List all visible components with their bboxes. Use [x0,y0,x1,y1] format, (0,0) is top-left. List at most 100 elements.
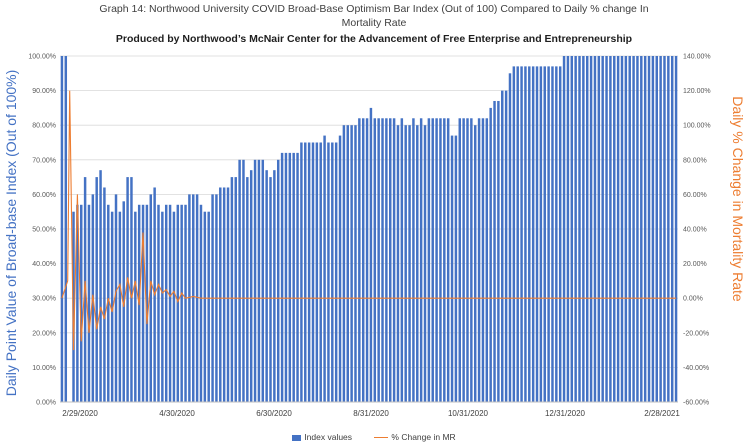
bar [396,125,400,402]
bar [485,118,489,402]
bar [226,187,230,402]
bar [107,204,110,402]
bar [585,56,589,402]
y2-tick-label: 40.00% [683,227,707,234]
bar [551,66,554,402]
bar [242,159,245,402]
bar [450,135,454,402]
bar [315,142,319,402]
bar [582,56,585,402]
bar [462,118,465,402]
bar [427,118,431,402]
bar [489,107,492,403]
bar [296,152,299,402]
bar [477,118,481,402]
bar [265,170,268,402]
bar [300,142,303,402]
bar [520,66,523,402]
bar [547,66,550,402]
bar [141,204,145,402]
x-tick-label: 2/28/2021 [644,409,680,418]
bar [539,66,543,402]
bar [643,56,647,402]
legend-label-change-in-mr: % Change in MR [391,432,456,442]
bar [640,56,643,402]
bar [95,177,98,402]
bar [481,118,485,402]
bar [558,66,562,402]
bar [454,135,458,402]
x-tick-label: 6/30/2020 [256,409,292,418]
bar [593,56,597,402]
bar [528,66,531,402]
bar [408,125,411,402]
bar [524,66,527,402]
bar [508,73,512,403]
gridlines [60,55,678,403]
bar [613,56,616,402]
bar [373,118,377,402]
bar [168,204,172,402]
bar [157,204,160,402]
bar [76,204,79,402]
legend-item-change-in-mr: % Change in MR [374,432,456,442]
bar [203,211,207,402]
bar [327,142,330,402]
bar [122,201,125,402]
bar [419,118,423,402]
bar [574,56,577,402]
y-tick-label: 30.00% [32,296,56,303]
bar [180,204,183,402]
bar [172,211,176,402]
bar [512,66,516,402]
y2-tick-label: 80.00% [683,157,707,164]
x-tick-label: 4/30/2020 [159,409,195,418]
bar [176,204,180,402]
bar [636,56,639,402]
y-tick-label: 50.00% [32,227,56,234]
y2-tick-label: -40.00% [683,365,709,372]
bar [230,177,234,402]
y-tick-label: 100.00% [28,54,56,61]
bar [253,159,257,402]
bar [269,177,272,402]
bar [361,118,365,402]
x-tick-label: 10/31/2020 [448,409,489,418]
bar [659,56,662,402]
bar [458,118,462,402]
bar [431,118,434,402]
bar [628,56,631,402]
x-tick-label: 8/31/2020 [353,409,389,418]
bar [358,118,361,402]
x-tick-label: 2/29/2020 [62,409,98,418]
bar [674,56,678,402]
bar [589,56,593,402]
bar [473,125,477,402]
y2-axis-title: Daily % Change in Mortality Rate [730,96,746,302]
y-tick-label: 20.00% [32,330,56,337]
bar-series-index-values [60,56,678,403]
bar [246,177,249,402]
bar [80,204,83,402]
bar [531,66,535,402]
bar [145,204,149,402]
y2-tick-label: 60.00% [683,192,707,199]
bar [188,194,191,402]
bar [288,152,292,402]
bar [195,194,199,402]
bar [616,56,620,402]
y2-tick-label: 100.00% [683,123,711,130]
y2-tick-label: -60.00% [683,400,709,407]
bar [609,56,612,402]
chart-title-line2: Mortality Rate [341,17,407,29]
bar [307,142,311,402]
bar [280,152,284,402]
bar [443,118,446,402]
bar [412,118,415,402]
y2-tick-label: 120.00% [683,88,711,95]
bar [446,118,450,402]
bar [620,56,624,402]
bar [72,211,75,402]
bar [350,125,353,402]
